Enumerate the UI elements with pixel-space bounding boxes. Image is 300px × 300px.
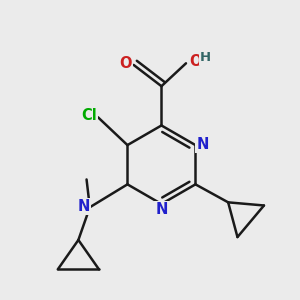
Text: N: N	[155, 202, 168, 217]
Text: O: O	[189, 54, 201, 69]
Text: N: N	[196, 136, 209, 152]
Text: N: N	[78, 199, 90, 214]
Text: Cl: Cl	[81, 108, 97, 123]
Text: O: O	[119, 56, 132, 71]
Text: H: H	[200, 51, 211, 64]
